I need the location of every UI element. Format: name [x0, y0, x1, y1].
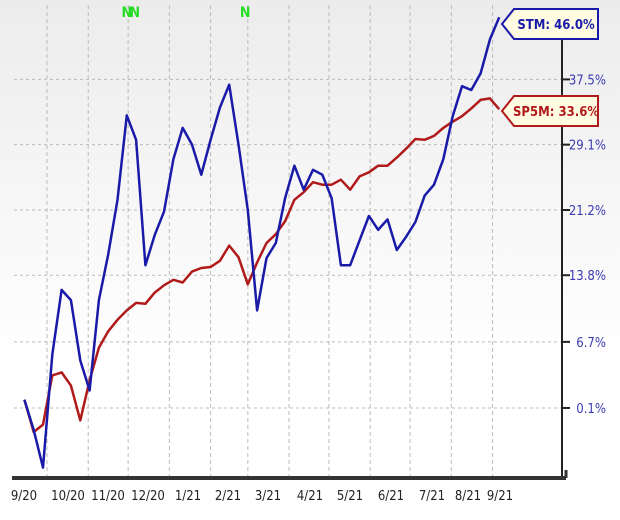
end-labels: STM: 46.0% SP5M: 33.6%	[500, 8, 599, 127]
x-tick-label: 2/21	[215, 489, 241, 504]
event-marker: N	[122, 5, 133, 21]
x-tick-label: 8/21	[455, 489, 481, 504]
grid	[12, 5, 568, 480]
y-axis: 0.1% 6.7% 13.8% 21.2% 29.1% 37.5%	[562, 73, 606, 417]
event-marker: N	[240, 5, 251, 21]
end-label-box-stm	[500, 8, 599, 40]
x-tick-label: 9/20	[11, 489, 37, 504]
x-tick-label: 1/21	[175, 489, 201, 504]
y-tick-label: 6.7%	[576, 336, 606, 351]
x-tick-label: 7/21	[419, 489, 445, 504]
end-label-sp5m: SP5M: 33.6%	[513, 105, 599, 120]
end-label-stm: STM: 46.0%	[517, 18, 595, 33]
x-tick-label: 11/20	[91, 489, 125, 504]
y-tick-label: 29.1%	[569, 139, 606, 154]
series-line-sp5m	[23, 97, 501, 434]
x-axis: 9/20 10/20 11/20 12/20 1/21 2/21 3/21 4/21 5/21 6…	[11, 489, 513, 504]
series-line-stm	[23, 16, 501, 469]
y-tick-label: 0.1%	[576, 402, 606, 417]
end-label-box-sp5m	[500, 95, 599, 127]
x-tick-label: 12/20	[131, 489, 165, 504]
y-tick-label: 37.5%	[569, 73, 606, 88]
y-tick-label: 21.2%	[569, 204, 606, 219]
y-tick-label: 13.8%	[569, 269, 606, 284]
series-lines	[23, 16, 501, 469]
x-tick-label: 3/21	[255, 489, 281, 504]
x-tick-label: 6/21	[378, 489, 404, 504]
x-tick-label: 9/21	[487, 489, 513, 504]
x-tick-label: 10/20	[51, 489, 85, 504]
x-tick-label: 4/21	[297, 489, 323, 504]
x-tick-label: 5/21	[337, 489, 363, 504]
annotations: NN N	[122, 5, 251, 21]
event-marker: N	[130, 5, 141, 21]
